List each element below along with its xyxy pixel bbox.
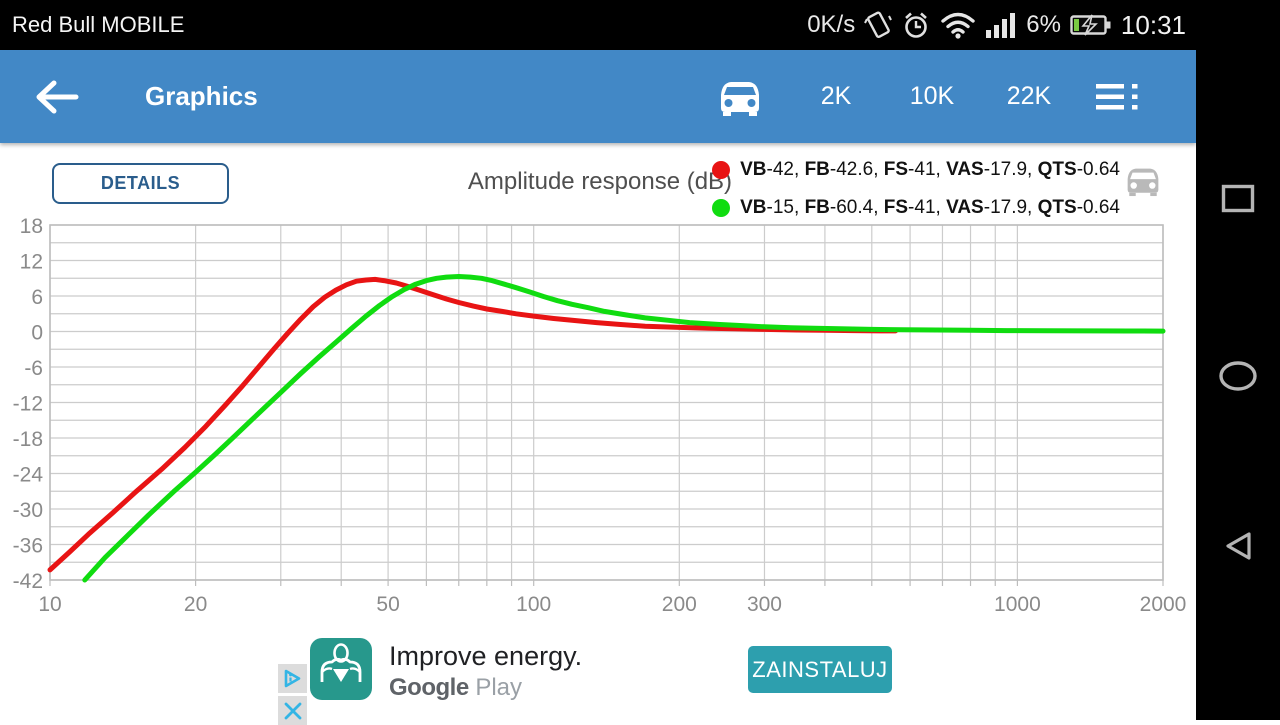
svg-text:-18: -18 <box>13 428 43 451</box>
green-series-dot <box>712 199 731 217</box>
wifi-icon <box>940 11 976 39</box>
ad-banner: Improve energy. Google Play ZAINSTALUJ <box>0 630 1196 725</box>
ad-close-button[interactable] <box>278 696 307 725</box>
close-icon <box>284 702 301 719</box>
svg-text:20: 20 <box>184 593 207 616</box>
svg-text:-30: -30 <box>13 499 43 522</box>
battery-charging-icon <box>1070 13 1112 37</box>
status-indicators: 0K/s 6% 10:31 <box>807 9 1280 41</box>
adchoices-icon <box>284 669 301 688</box>
menu-button[interactable] <box>1096 83 1142 111</box>
svg-text:300: 300 <box>747 593 782 616</box>
menu-list-icon <box>1096 84 1138 110</box>
svg-text:12: 12 <box>20 251 43 274</box>
svg-text:-24: -24 <box>13 464 44 487</box>
svg-text:100: 100 <box>516 593 551 616</box>
google-play-label: Google Play <box>389 674 522 702</box>
legend-label-green: VB-15, FB-60.4, FS-41, VAS-17.9, QTS-0.6… <box>740 197 1120 218</box>
signal-strength-icon <box>985 11 1017 39</box>
chart-legend: VB-42, FB-42.6, FS-41, VAS-17.9, QTS-0.6… <box>712 151 1120 227</box>
clock: 10:31 <box>1120 9 1186 40</box>
vibrate-icon <box>864 9 893 41</box>
svg-text:1000: 1000 <box>994 593 1041 616</box>
battery-percent: 6% <box>1026 11 1061 38</box>
advertised-app-icon[interactable] <box>310 638 372 700</box>
legend-entry-green[interactable]: VB-15, FB-60.4, FS-41, VAS-17.9, QTS-0.6… <box>712 189 1120 227</box>
app-bar: Graphics 2K 10K 22K <box>0 50 1196 143</box>
freq-range-2k-button[interactable]: 2K <box>820 82 852 110</box>
back-button[interactable] <box>32 77 80 117</box>
install-button[interactable]: ZAINSTALUJ <box>748 646 892 693</box>
page-title: Graphics <box>145 81 258 111</box>
alarm-icon <box>901 10 931 40</box>
android-nav-bar <box>1196 0 1280 720</box>
recents-button[interactable] <box>1221 184 1255 219</box>
home-button[interactable] <box>1218 360 1258 397</box>
back-nav-button[interactable] <box>1222 530 1254 567</box>
amplitude-response-chart: 18 12 6 0 -6 -12 -18 -24 -30 -36 -42 10 20 50 100 200 30… <box>0 215 1196 628</box>
legend-entry-red[interactable]: VB-42, FB-42.6, FS-41, VAS-17.9, QTS-0.6… <box>712 151 1120 189</box>
ad-headline[interactable]: Improve energy. <box>389 641 583 671</box>
red-series-dot <box>712 161 731 179</box>
back-arrow-icon <box>36 80 79 114</box>
svg-text:-36: -36 <box>13 535 43 558</box>
svg-text:6: 6 <box>31 286 43 309</box>
car-icon <box>721 82 759 116</box>
chart-title: Amplitude response (dB) <box>467 168 733 195</box>
legend-label-red: VB-42, FB-42.6, FS-41, VAS-17.9, QTS-0.6… <box>740 159 1120 180</box>
details-button[interactable]: DETAILS <box>52 163 229 204</box>
carrier-label: Red Bull MOBILE <box>12 12 185 37</box>
muscle-figure-icon <box>320 643 362 682</box>
network-speed: 0K/s <box>807 11 856 38</box>
svg-text:200: 200 <box>662 593 697 616</box>
recents-square-icon <box>1221 184 1255 213</box>
home-circle-icon <box>1219 361 1257 391</box>
freq-range-10k-button[interactable]: 10K <box>909 82 955 110</box>
adchoices-button[interactable] <box>278 664 307 693</box>
play-wordmark: Play <box>475 674 523 701</box>
back-triangle-icon <box>1226 532 1251 560</box>
svg-text:-6: -6 <box>24 357 43 380</box>
status-bar: Red Bull MOBILE 0K/s 6% 10:31 <box>0 0 1280 50</box>
svg-text:-42: -42 <box>13 570 43 593</box>
svg-text:0: 0 <box>31 322 43 345</box>
freq-range-22k-button[interactable]: 22K <box>1006 82 1052 110</box>
legend-car-icon <box>1122 165 1164 198</box>
svg-text:-12: -12 <box>13 393 43 416</box>
svg-text:50: 50 <box>376 593 399 616</box>
car-mode-button[interactable] <box>714 79 766 117</box>
svg-text:10: 10 <box>38 593 61 616</box>
svg-text:18: 18 <box>20 218 43 238</box>
google-wordmark: Google <box>389 674 469 701</box>
svg-text:2000: 2000 <box>1140 593 1187 616</box>
